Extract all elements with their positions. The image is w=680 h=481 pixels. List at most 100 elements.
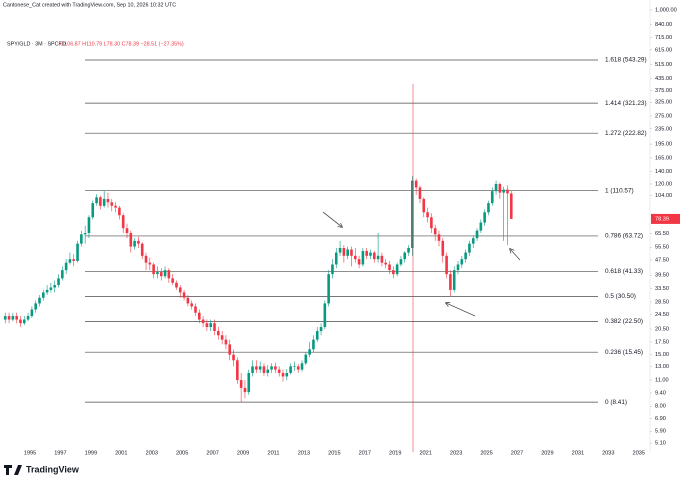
x-tick-label: 2003 (146, 450, 158, 456)
candle-body (422, 198, 426, 213)
y-tick-label: 24.50 (655, 312, 669, 318)
candle-body (289, 366, 292, 373)
candle-body (148, 262, 152, 265)
candle-body (342, 248, 346, 256)
candle-body (357, 259, 361, 265)
candle-body (178, 287, 182, 293)
candle-body (308, 349, 311, 355)
candle-body (312, 339, 315, 350)
candle-body (171, 278, 174, 283)
candle-body (224, 339, 228, 345)
candle-body (369, 252, 372, 256)
candle-body (479, 222, 483, 231)
y-tick-label: 15.00 (655, 352, 669, 358)
candle-body (133, 240, 136, 247)
candle-body (129, 233, 133, 247)
fib-label: 1.272 (222.82) (605, 130, 647, 137)
y-tick-label: 165.00 (655, 155, 672, 161)
candle-body (213, 323, 216, 332)
arrow (510, 249, 521, 261)
candle-body (285, 372, 289, 377)
candle-body (72, 259, 76, 261)
candle-body (68, 259, 72, 263)
y-tick-label: 8.00 (655, 404, 666, 410)
candle-body (460, 259, 464, 265)
candle-body (483, 212, 486, 223)
candle-body (262, 366, 266, 373)
candle-body (182, 292, 186, 298)
candle-body (319, 327, 323, 332)
fib-label: 0.382 (22.50) (605, 318, 643, 325)
candle-body (475, 230, 479, 239)
x-tick-label: 2007 (206, 450, 218, 456)
candle-body (384, 262, 388, 265)
candle-body (487, 203, 490, 213)
y-tick-label: 33.50 (655, 286, 669, 292)
fib-label: 0.786 (63.72) (605, 233, 643, 240)
candle-body (494, 183, 498, 192)
candle-body (247, 372, 251, 393)
candle-body (194, 306, 197, 313)
candle-body (411, 180, 414, 249)
x-tick-label: 2013 (298, 450, 310, 456)
candle-body (327, 274, 330, 304)
y-tick-label: 195.00 (655, 142, 672, 148)
candle-body (121, 215, 125, 229)
y-tick-label: 275.00 (655, 113, 672, 119)
candle-body (190, 303, 193, 307)
y-tick-label: 120.00 (655, 181, 672, 187)
candle-body (167, 270, 171, 279)
y-tick-label: 1,000.00 (655, 7, 677, 13)
candle-body (87, 217, 91, 234)
candle-body (509, 193, 513, 219)
candle-body (57, 278, 60, 286)
candle-body (449, 274, 452, 290)
arrow (446, 303, 476, 317)
x-tick-label: 2027 (511, 450, 523, 456)
candle-body (205, 323, 209, 328)
candle-body (49, 287, 53, 290)
candle-body (407, 248, 410, 253)
y-tick-label: 55.50 (655, 245, 669, 251)
y-tick-label: 39.50 (655, 273, 669, 279)
fib-label: 1.414 (321.23) (605, 100, 647, 107)
candle-body (437, 234, 441, 241)
candle-body (498, 183, 502, 193)
y-tick-label: 104.00 (655, 193, 672, 199)
candle-body (452, 270, 456, 290)
candle-body (334, 252, 338, 265)
y-tick-label: 140.00 (655, 169, 672, 175)
candle-body (34, 303, 37, 310)
candle-body (296, 366, 300, 370)
candle-body (388, 264, 391, 271)
candle-body (232, 354, 235, 361)
candle-body (300, 363, 304, 370)
candle-body (22, 319, 26, 324)
y-tick-label: 65.50 (655, 231, 669, 237)
y-tick-label: 11.00 (655, 378, 669, 384)
x-tick-label: 2035 (633, 450, 645, 456)
y-tick-label: 28.50 (655, 299, 669, 305)
candle-body (11, 316, 15, 320)
candle-body (281, 372, 285, 377)
candle-body (239, 380, 243, 388)
y-tick-label: 375.00 (655, 88, 672, 94)
fib-label: 1.618 (543.29) (605, 57, 647, 64)
x-tick-label: 1997 (54, 450, 66, 456)
candle-body (468, 243, 471, 253)
x-tick-label: 2017 (359, 450, 371, 456)
y-tick-label: 515.00 (655, 62, 672, 68)
candle-body (441, 240, 445, 256)
candle-body (350, 249, 353, 256)
candle-body (91, 203, 95, 218)
y-tick-label: 20.50 (655, 326, 669, 332)
y-tick-label: 435.00 (655, 76, 672, 82)
candle-body (373, 252, 376, 260)
symbol: SPY/GLD · 3M · SPCFD (7, 41, 66, 47)
x-tick-label: 1995 (24, 450, 36, 456)
candle-body (464, 252, 467, 260)
candle-body (277, 369, 281, 373)
candle-body (380, 255, 384, 263)
x-tick-label: 2025 (480, 450, 492, 456)
